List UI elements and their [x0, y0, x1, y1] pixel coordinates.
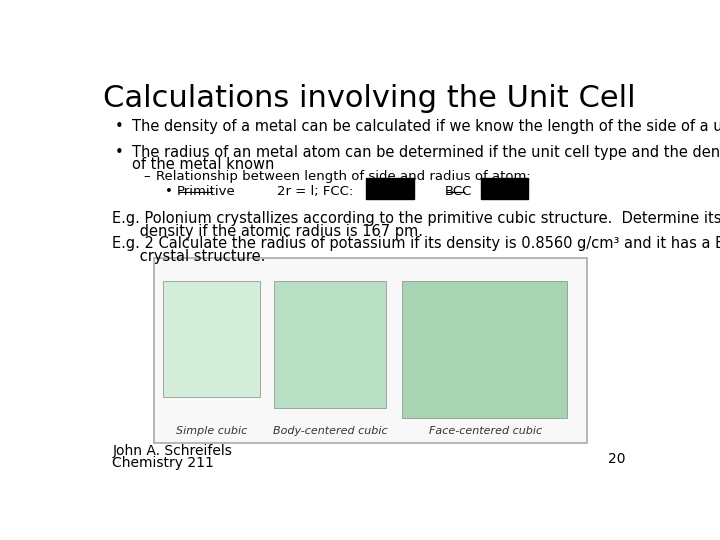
FancyBboxPatch shape — [274, 281, 386, 408]
Text: crystal structure.: crystal structure. — [112, 248, 266, 264]
Text: Chemistry 211: Chemistry 211 — [112, 456, 214, 470]
Text: Body-centered cubic: Body-centered cubic — [273, 426, 387, 436]
Text: Simple cubic: Simple cubic — [176, 426, 247, 436]
Text: John A. Schreifels: John A. Schreifels — [112, 444, 232, 458]
FancyBboxPatch shape — [366, 178, 413, 199]
Text: density if the atomic radius is 167 pm.: density if the atomic radius is 167 pm. — [112, 224, 423, 239]
FancyBboxPatch shape — [481, 178, 528, 199]
FancyBboxPatch shape — [402, 281, 567, 418]
Text: E.g. Polonium crystallizes according to the primitive cubic structure.  Determin: E.g. Polonium crystallizes according to … — [112, 211, 720, 226]
Text: of the metal known: of the metal known — [132, 157, 274, 172]
Text: Primitive: Primitive — [176, 185, 235, 198]
Text: Calculations involving the Unit Cell: Calculations involving the Unit Cell — [103, 84, 635, 112]
Text: •: • — [115, 119, 124, 134]
FancyBboxPatch shape — [163, 281, 260, 397]
Text: •: • — [166, 185, 174, 198]
Text: BCC: BCC — [444, 185, 472, 198]
Text: 2r = l; FCC:: 2r = l; FCC: — [277, 185, 354, 198]
Text: 20: 20 — [608, 452, 626, 466]
Text: The density of a metal can be calculated if we know the length of the side of a : The density of a metal can be calculated… — [132, 119, 720, 134]
Text: •: • — [115, 145, 124, 160]
Text: E.g. 2 Calculate the radius of potassium if its density is 0.8560 g/cm³ and it h: E.g. 2 Calculate the radius of potassium… — [112, 236, 720, 251]
Text: Relationship between length of side and radius of atom:: Relationship between length of side and … — [156, 170, 531, 183]
FancyBboxPatch shape — [154, 258, 587, 443]
Text: The radius of an metal atom can be determined if the unit cell type and the dens: The radius of an metal atom can be deter… — [132, 145, 720, 160]
Text: Face-centered cubic: Face-centered cubic — [428, 426, 541, 436]
Text: –: – — [143, 170, 150, 183]
